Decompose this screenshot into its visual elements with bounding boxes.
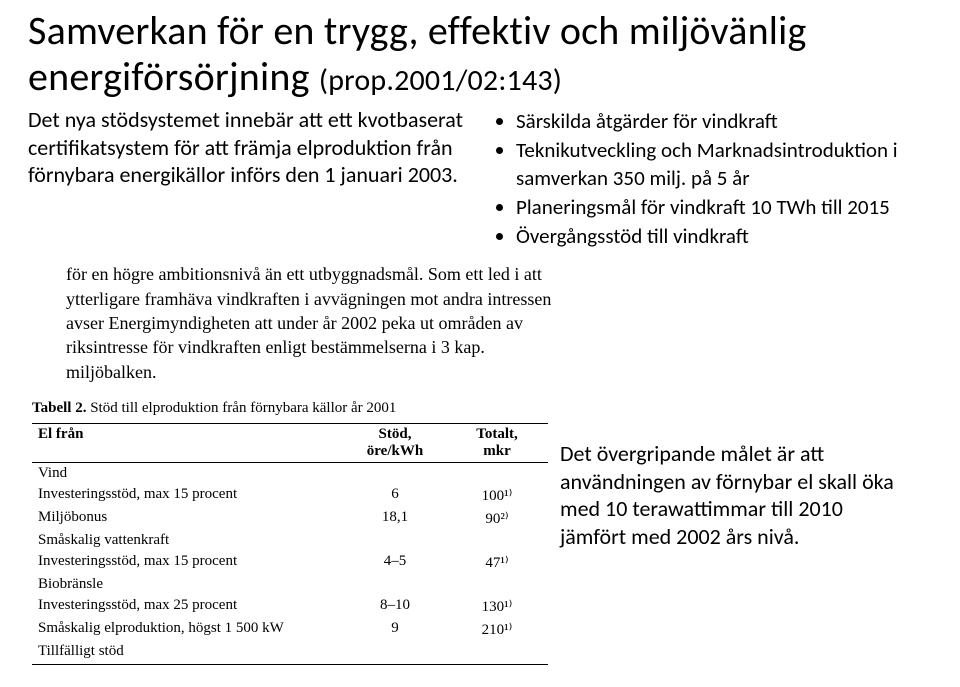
th-label: Stöd, öre/kWh [367,426,423,459]
table-row: Investeringsstöd, max 15 procent4–547¹⁾ [32,551,548,574]
sidebar-note: Det övergripande målet är att användning… [560,440,900,550]
table-row: Vind [32,462,548,484]
list-item: Teknikutveckling och Marknadsintroduktio… [516,137,932,192]
table-caption-label: Tabell 2. [32,400,86,416]
cell: Småskalig vattenkraft [32,530,344,551]
table-row: Investeringsstöd, max 15 procent6100¹⁾ [32,484,548,507]
bullet-list: Särskilda åtgärder för vindkraft Tekniku… [494,108,932,250]
subsidy-table: El från Stöd, öre/kWh Totalt, mkr Vind I… [32,423,548,665]
cell: 8–10 [344,595,446,618]
cell: Investeringsstöd, max 15 procent [32,551,344,574]
cell: 4–5 [344,551,446,574]
table-row: Småskalig elproduktion, högst 1 500 kW92… [32,618,548,641]
list-item: Övergångsstöd till vindkraft [516,223,932,250]
th-label: El från [38,426,83,442]
table-row: Biobränsle [32,574,548,595]
cell: Vind [32,462,344,484]
cell: 100¹⁾ [446,484,548,507]
table-row: Miljöbonus18,190²⁾ [32,507,548,530]
excerpt-paragraph: för en högre ambitionsnivå än ett utbygg… [66,262,566,383]
cell: Småskalig elproduktion, högst 1 500 kW [32,618,344,641]
page-title: Samverkan för en trygg, effektiv och mil… [28,8,932,100]
cell [344,462,446,484]
list-item: Planeringsmål för vindkraft 10 TWh till … [516,194,932,221]
cell: Biobränsle [32,574,344,595]
table-header: Stöd, öre/kWh [344,423,446,462]
cell: 210¹⁾ [446,618,548,641]
table-row: Tillfälligt stöd [32,641,548,665]
cell: 9 [344,618,446,641]
bullet-list-container: Särskilda åtgärder för vindkraft Tekniku… [494,106,932,252]
cell: 47¹⁾ [446,551,548,574]
cell [446,641,548,665]
table-header-row: El från Stöd, öre/kWh Totalt, mkr [32,423,548,462]
cell: 18,1 [344,507,446,530]
cell [446,530,548,551]
table-row: Investeringsstöd, max 25 procent8–10130¹… [32,595,548,618]
table-header: Totalt, mkr [446,423,548,462]
cell [446,574,548,595]
title-prop: (prop.2001/02:143) [319,62,562,99]
table-caption-text: Stöd till elproduktion från förnybara kä… [86,400,396,416]
table-body: Vind Investeringsstöd, max 15 procent610… [32,462,548,664]
cell [344,530,446,551]
table-caption: Tabell 2. Stöd till elproduktion från fö… [32,400,932,417]
left-paragraph: Det nya stödsystemet innebär att ett kvo… [28,106,466,189]
cell: Investeringsstöd, max 15 procent [32,484,344,507]
cell: 6 [344,484,446,507]
list-item: Särskilda åtgärder för vindkraft [516,108,932,135]
cell: 90²⁾ [446,507,548,530]
cell: Tillfälligt stöd [32,641,344,665]
cell: 130¹⁾ [446,595,548,618]
table-header: El från [32,423,344,462]
cell: Miljöbonus [32,507,344,530]
cell [344,641,446,665]
cell: Investeringsstöd, max 25 procent [32,595,344,618]
table-row: Småskalig vattenkraft [32,530,548,551]
cell [446,462,548,484]
cell [344,574,446,595]
th-label: Totalt, mkr [476,426,518,459]
